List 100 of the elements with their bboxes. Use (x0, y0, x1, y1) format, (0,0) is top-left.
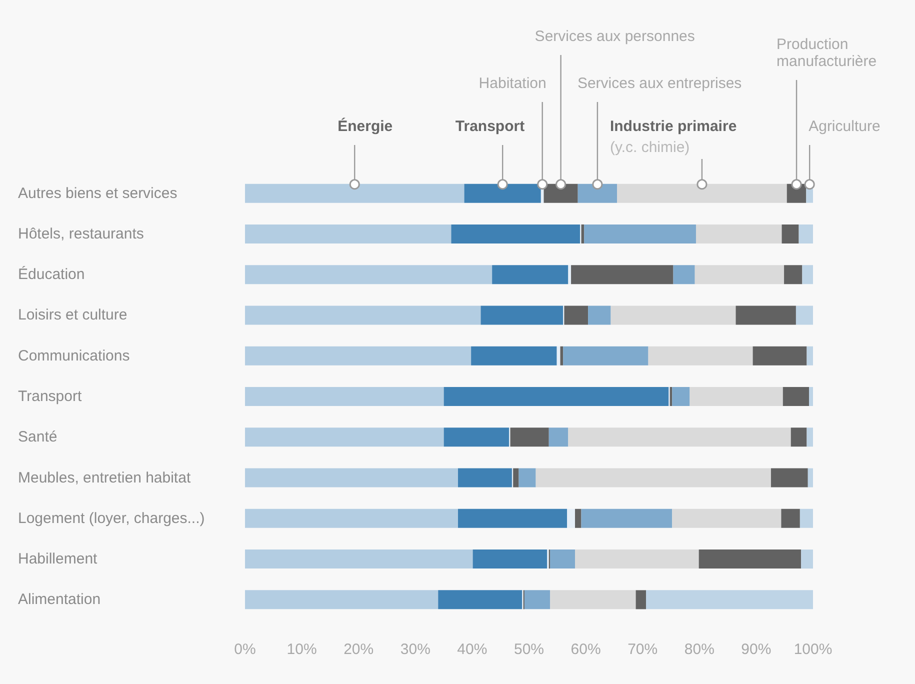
bar (806, 346, 813, 366)
y-tick-label: Transport (18, 388, 82, 405)
bar (694, 265, 784, 284)
x-tick-label: 60% (570, 641, 601, 658)
bar (790, 428, 807, 447)
bar (544, 184, 578, 203)
text: Agriculture (808, 118, 880, 135)
text: Transport (455, 118, 525, 135)
x-tick-label: 10% (286, 641, 317, 658)
bar (513, 468, 519, 488)
x-tick-label: 30% (400, 641, 430, 658)
x-tick-label: 70% (628, 641, 658, 658)
bar (245, 184, 464, 203)
y-tick-label: Autres biens et services (18, 184, 178, 202)
bar (617, 184, 787, 203)
bar (560, 346, 564, 366)
bar (696, 224, 782, 244)
bar (451, 224, 580, 244)
bar (575, 550, 699, 569)
bar (584, 224, 696, 244)
y-tick-label: Communications (18, 347, 130, 364)
y-tick-label: Logement (loyer, charges...) (18, 510, 205, 527)
bar (801, 550, 813, 569)
bar (568, 265, 572, 284)
bar (568, 428, 791, 447)
bar (471, 346, 557, 366)
bar (458, 468, 512, 488)
bar (809, 387, 813, 406)
bar (564, 306, 588, 325)
bar (796, 306, 813, 325)
bar (673, 265, 695, 284)
bar (245, 428, 444, 447)
bar (438, 590, 522, 610)
text: Énergie (338, 117, 393, 135)
bar (480, 306, 564, 325)
bar (784, 265, 802, 284)
x-tick-label: 40% (457, 641, 488, 658)
bar (646, 590, 813, 610)
bar (458, 508, 568, 528)
bar (672, 387, 690, 406)
bar (782, 387, 810, 406)
bar (672, 508, 782, 528)
bar (752, 346, 807, 366)
y-tick-label: Habillement (18, 550, 98, 568)
bar (798, 224, 813, 244)
x-tick-label: 80% (684, 641, 714, 658)
bar (610, 306, 736, 325)
bar (245, 550, 473, 569)
y-tick-label: Meubles, entretien habitat (18, 469, 192, 486)
text: Services aux personnes (534, 28, 695, 45)
bar (524, 590, 550, 610)
bar (444, 428, 510, 447)
bar (510, 428, 549, 447)
text: Habitation (478, 75, 546, 92)
bar (782, 224, 799, 244)
y-tick-label: Loisirs et culture (18, 306, 128, 324)
x-tick-label: 0% (234, 641, 256, 658)
bar (245, 265, 492, 284)
bar (567, 508, 576, 528)
bar (548, 428, 568, 447)
bar (536, 468, 771, 488)
bar (800, 508, 813, 528)
bar (571, 265, 674, 284)
series-label: Industrie primaire (y.c. chimie) (610, 118, 737, 156)
bar (245, 590, 438, 610)
bar (550, 550, 576, 569)
bar (808, 468, 813, 488)
y-tick-label: Hôtels, restaurants (18, 225, 144, 242)
y-tick-label: Éducation (18, 265, 85, 284)
y-tick-label: Alimentation (18, 591, 101, 608)
bar (581, 508, 672, 528)
bar (770, 468, 808, 488)
x-tick-label: 90% (741, 641, 772, 658)
bar (563, 346, 648, 366)
text: Production manufacturière (776, 36, 877, 70)
y-tick-label: Santé (18, 428, 58, 446)
bar (245, 508, 458, 528)
bar (636, 590, 646, 610)
bar (245, 468, 458, 488)
bar (245, 387, 444, 406)
x-tick-label: 20% (344, 641, 374, 658)
text: Services aux entreprises (577, 75, 742, 92)
bar (698, 550, 802, 569)
bar (736, 306, 796, 325)
bar (492, 265, 568, 284)
bar (245, 224, 452, 244)
bar (588, 306, 611, 325)
bar (802, 265, 813, 284)
bar (781, 508, 800, 528)
x-tick-label: 50% (514, 641, 544, 658)
bar (444, 387, 669, 406)
bar (690, 387, 783, 406)
bar (245, 346, 472, 366)
bar (575, 508, 582, 528)
bar (648, 346, 753, 366)
x-tick-label: 100% (794, 641, 832, 658)
bar (806, 428, 813, 447)
bar (464, 184, 541, 203)
bar (550, 590, 636, 610)
bar (472, 550, 548, 569)
